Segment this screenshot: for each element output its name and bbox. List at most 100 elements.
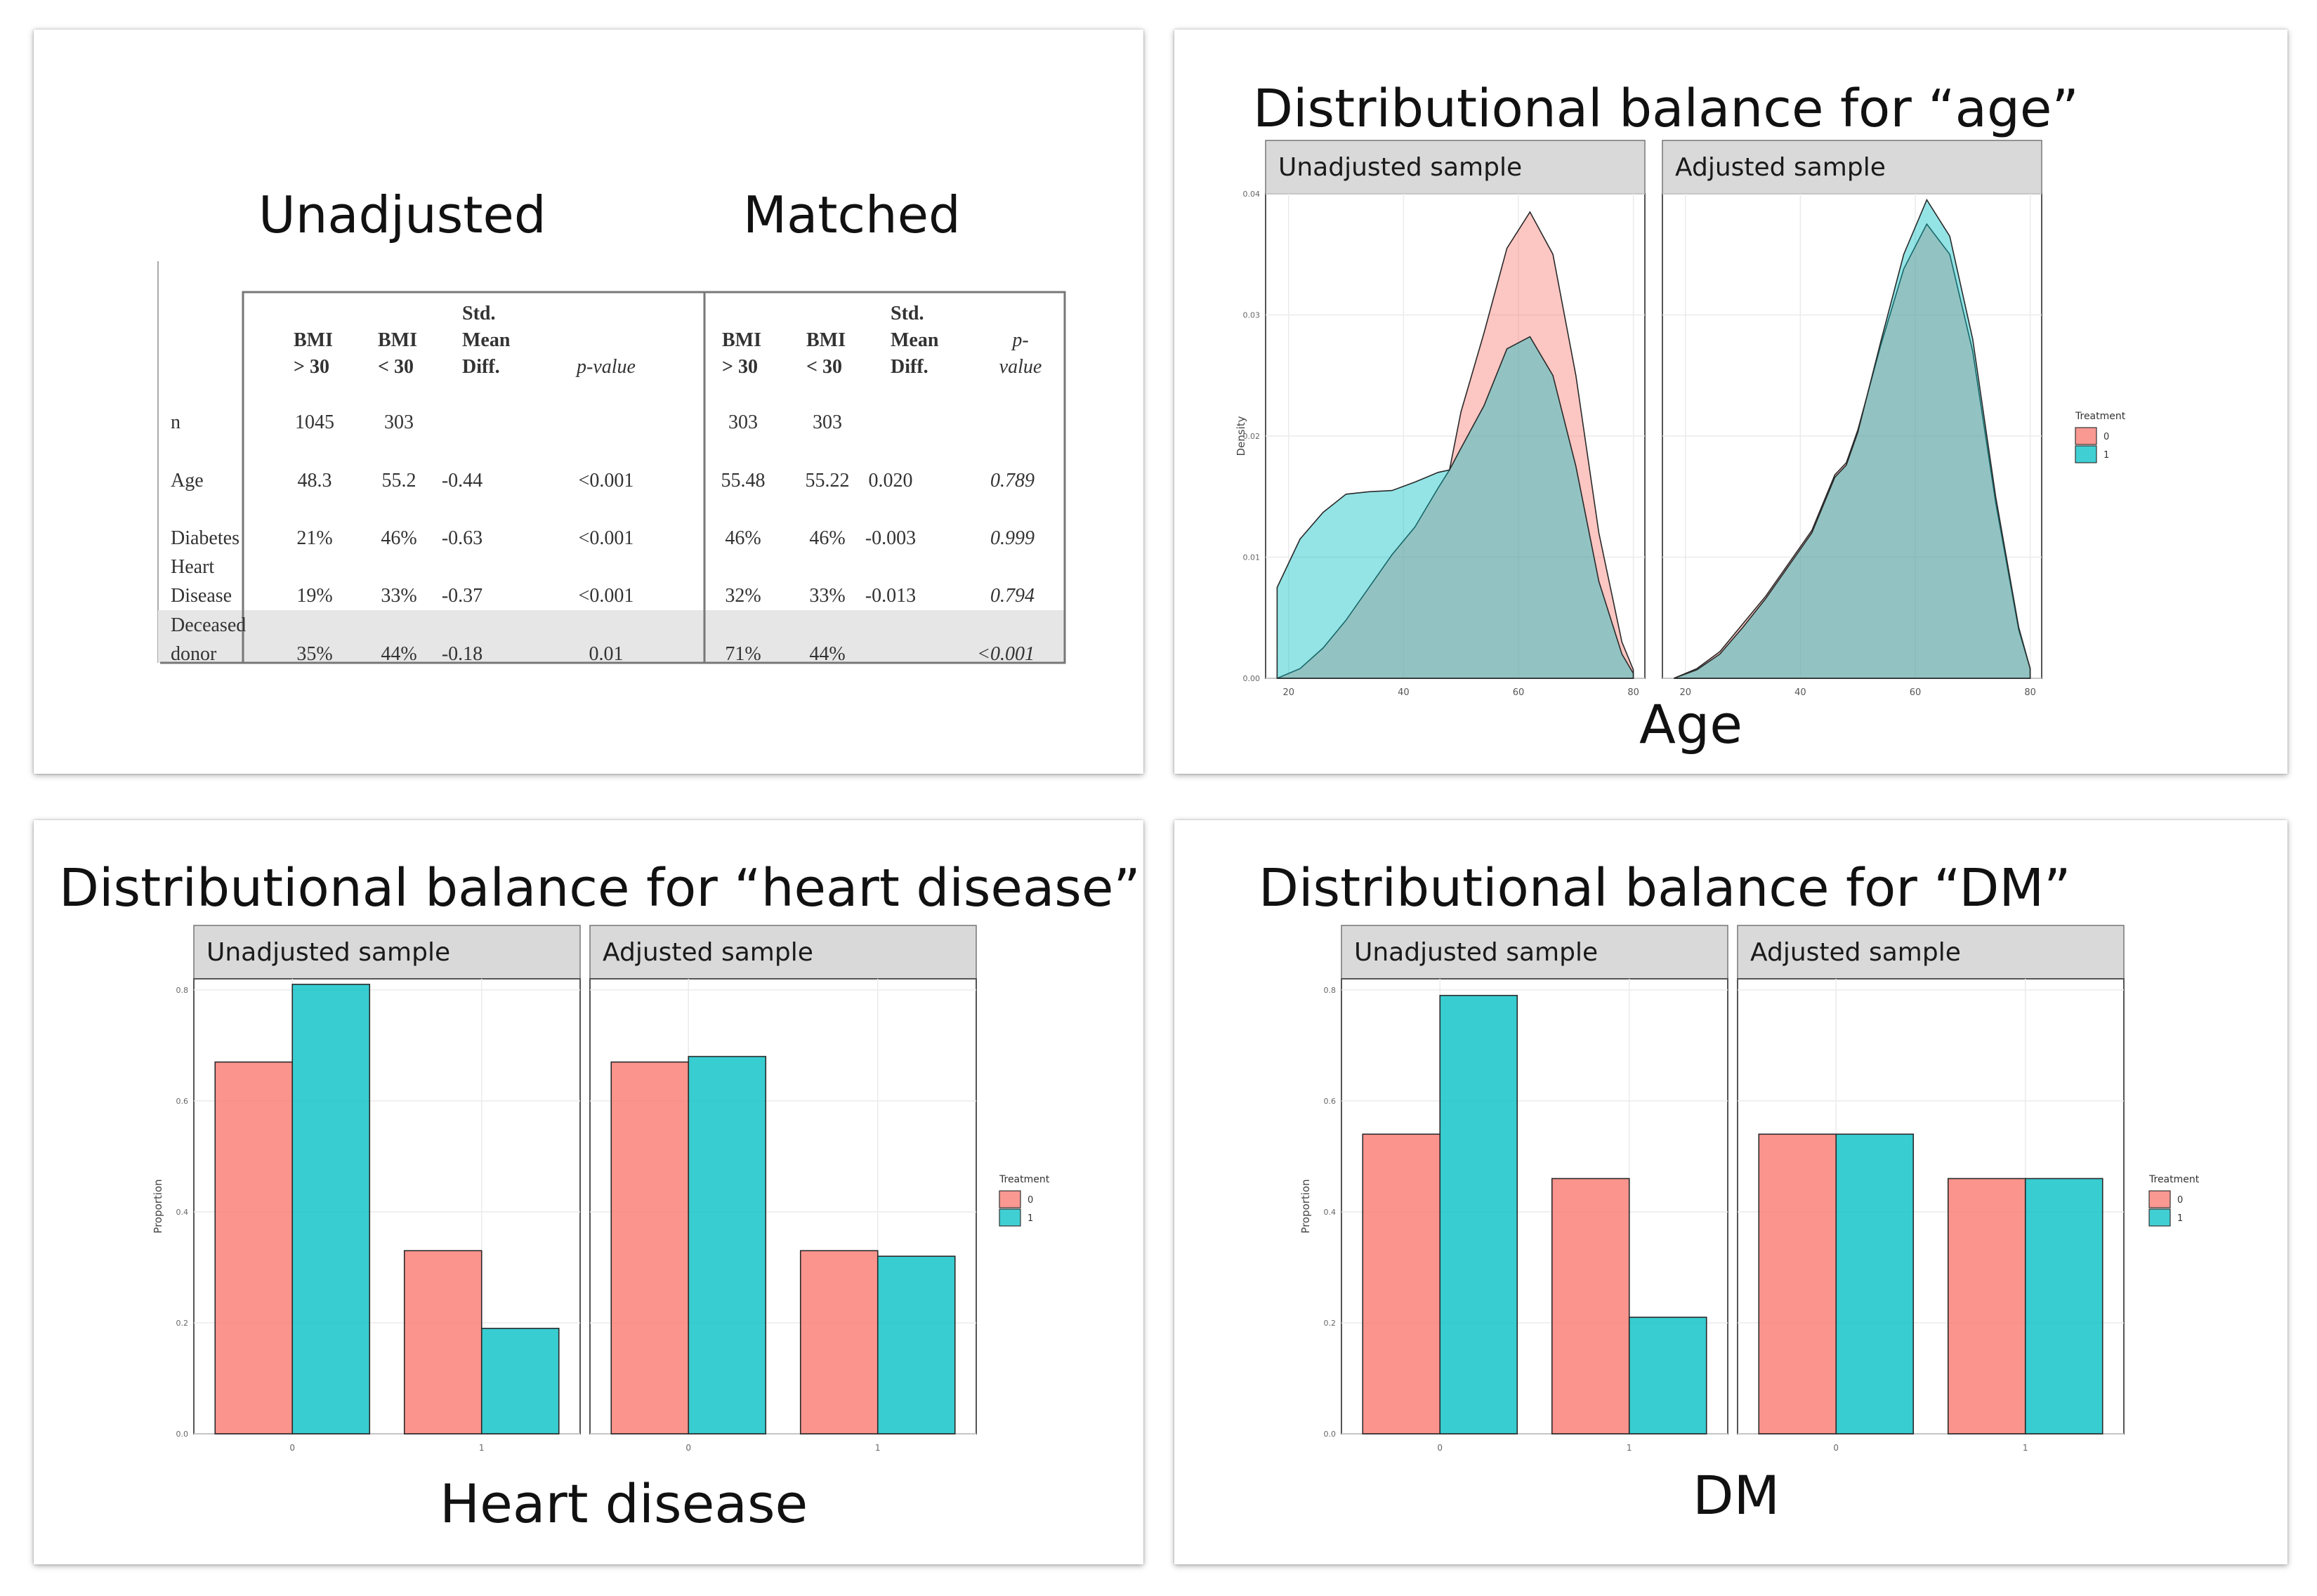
table-cell: -0.003 [865,527,917,549]
table-cell: <0.001 [977,643,1035,665]
age-slide-title: Distributional balance for “age” [1253,79,2079,139]
x-tick-label: 0 [289,1443,295,1453]
y-tick-label: 0.03 [1243,311,1261,320]
legend-key-1 [2148,1208,2171,1227]
table-column-header: p-value [577,356,636,378]
x-tick-label: 80 [1627,687,1639,698]
bar-treatment-0-cat-0 [214,1061,294,1435]
legend-label: 0 [2177,1195,2183,1206]
bar-treatment-1-cat-1 [877,1255,956,1435]
y-tick-label: 0.8 [176,986,189,995]
table-cell: 0.01 [589,643,624,665]
legend-key-0 [999,1190,1021,1208]
y-tick-label: 0.0 [176,1430,189,1439]
legend-key-1 [999,1208,1021,1227]
table-cell: 55.2 [381,470,416,492]
table-cell: -0.63 [441,527,483,549]
legend-label: 0 [1028,1195,1033,1206]
bar-treatment-1-cat-0 [688,1055,767,1435]
age-caption: Age [1639,693,1742,756]
table-cell: -0.18 [441,643,483,665]
heart-caption: Heart disease [440,1472,808,1535]
table-column-header: BMI < 30 [378,329,417,378]
table-cell: 303 [384,411,414,433]
table-row-label: Age [171,470,204,492]
unadjusted-header: Unadjusted [258,185,546,244]
balance-table: BMI > 30 BMI < 30 Std. Mean Diff. p-value BMI > 3… [122,261,1070,668]
dm-slide-title: Distributional balance for “DM” [1259,858,2071,918]
table-cell: 46% [725,527,761,549]
x-tick-label: 40 [1398,687,1410,698]
legend-key-1 [2075,445,2097,463]
table-row-label: n [171,411,180,433]
table-cell: -0.37 [441,585,483,607]
heart-disease-balance-slide: Distributional balance for “heart diseas… [34,820,1143,1564]
y-tick-label: 0.01 [1243,553,1261,562]
legend-key-0 [2148,1190,2171,1208]
x-tick-label: 1 [479,1443,485,1453]
table-cell: 44% [381,643,417,665]
table-cell: 46% [381,527,417,549]
table-column-header: BMI < 30 [806,329,846,378]
bar-treatment-1-cat-1 [2024,1178,2103,1435]
table-cell: 46% [809,527,846,549]
facet-strip-label: Unadjusted sample [1278,153,1522,182]
x-tick-label: 1 [875,1443,881,1453]
dm-balance-slide: Distributional balance for “DM” DM Propo… [1174,820,2288,1564]
table-cell: 44% [809,643,846,665]
table-row-label: Heart Disease [171,556,232,607]
bar-treatment-0-cat-0 [610,1061,690,1435]
table-cell: 19% [296,585,333,607]
facet-strip [1737,925,2125,980]
table-cell: 33% [809,585,846,607]
facet-strip-label: Unadjusted sample [206,938,450,967]
bar-treatment-0-cat-1 [403,1250,483,1435]
x-tick-label: 0 [1437,1443,1443,1453]
table-cell: 71% [725,643,761,665]
density-area-treatment-0 [1674,223,2031,679]
bar-treatment-0-cat-0 [1758,1133,1837,1435]
legend-label: 1 [1028,1213,1033,1224]
table-row-label: Deceased donor [171,614,247,665]
legend-title: Treatment [999,1174,1050,1185]
facet-strip-label: Adjusted sample [603,938,813,967]
x-tick-label: 40 [1794,687,1806,698]
facet-strip [1265,140,1646,194]
density-area-treatment-1 [1674,198,2031,679]
matched-header: Matched [743,185,961,244]
y-tick-label: 0.2 [1324,1319,1337,1328]
facet-strip [1662,140,2042,194]
y-tick-label: 0.6 [176,1097,189,1106]
facet-strip-label: Adjusted sample [1675,153,1886,182]
table-column-header: BMI > 30 [722,329,761,378]
table-cell: 303 [728,411,758,433]
density-area-treatment-1 [1276,336,1634,679]
y-tick-label: 0.04 [1243,190,1261,199]
x-tick-label: 60 [1513,687,1525,698]
x-tick-label: 1 [2023,1443,2028,1453]
bar-treatment-0-cat-0 [1362,1133,1441,1435]
table-cell: 32% [725,585,761,607]
table-cell: 0.789 [990,470,1035,492]
table-cell: 0.020 [868,470,913,492]
x-tick-label: 0 [685,1443,691,1453]
legend-title: Treatment [2148,1174,2200,1185]
age-density-chart: Density Unadjusted sample Adjusted sample 2… [1235,140,2126,698]
table-cell: 303 [813,411,842,433]
facet-strip [589,925,977,980]
table-cell: 48.3 [297,470,332,492]
table-cell: -0.44 [441,470,483,492]
table-cell: 55.22 [805,470,850,492]
table-cell: 0.999 [990,527,1035,549]
table-cell: -0.013 [865,585,917,607]
x-tick-label: 1 [1627,1443,1632,1453]
facet-strip [193,925,581,980]
table-grid-lines [157,261,1066,664]
table-shaded-row [158,610,1065,663]
bar-treatment-1-cat-1 [480,1328,560,1435]
bar-treatment-0-cat-1 [1551,1178,1630,1435]
table-row-label: Diabetes [171,527,239,549]
heart-disease-bar-chart: Proportion Unadjusted sample Adjusted samp… [152,925,1050,1453]
y-tick-label: 0.0 [1324,1430,1337,1439]
table-column-header: Std. Mean Diff. [891,303,939,378]
